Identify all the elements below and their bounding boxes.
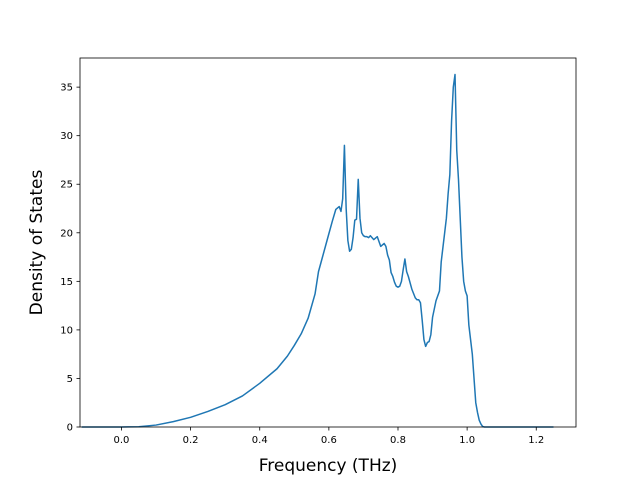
y-tick-label: 0	[67, 423, 73, 434]
y-tick-label: 20	[60, 228, 73, 239]
y-tick-label: 10	[60, 325, 73, 336]
y-tick-label: 25	[60, 180, 73, 191]
x-axis-label: Frequency (THz)	[259, 456, 398, 476]
y-tick-label: 30	[60, 131, 73, 142]
x-tick-label: 0.2	[183, 435, 199, 446]
x-tick-label: 0.8	[390, 435, 406, 446]
axes-ticks: 0.0 0.2 0.4 0.6 0.8 1.0 1.2 0 5 10 15 20 25 30 35	[60, 57, 577, 446]
x-tick-label: 0.0	[114, 435, 130, 446]
x-tick-label: 0.4	[252, 435, 268, 446]
axes-frame	[79, 57, 577, 428]
y-tick-label: 35	[60, 83, 73, 94]
y-tick-label: 15	[60, 277, 73, 288]
x-tick-label: 1.0	[459, 435, 475, 446]
x-tick-label: 0.6	[321, 435, 337, 446]
y-tick-label: 5	[67, 374, 73, 385]
y-axis-label: Density of States	[27, 170, 47, 316]
x-tick-label: 1.2	[528, 435, 544, 446]
